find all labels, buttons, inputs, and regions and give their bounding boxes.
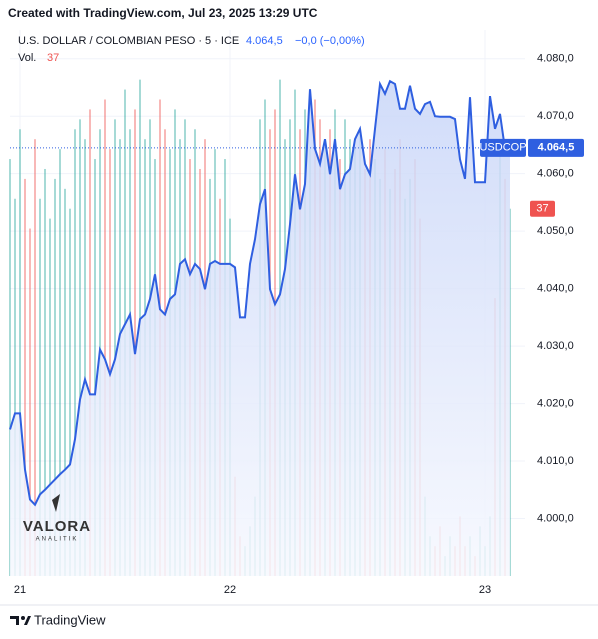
volume-tag: 37	[536, 203, 548, 215]
watermark: VALORA ANALITIK	[23, 494, 91, 543]
y-tick-label: 4.040,0	[537, 283, 574, 295]
y-tick-label: 4.000,0	[537, 512, 574, 524]
footer-brand: TradingView	[34, 612, 106, 627]
volume-bar	[89, 109, 91, 576]
y-tick-label: 4.010,0	[537, 455, 574, 467]
volume-bar	[79, 119, 81, 576]
volume-bar	[64, 188, 66, 576]
volume-bar	[39, 198, 41, 576]
volume-bar	[74, 129, 76, 577]
symbol-tag-bg	[480, 138, 526, 157]
last-price: 4.064,5	[246, 35, 283, 47]
y-tick-label: 4.030,0	[537, 340, 574, 352]
volume-bar	[54, 178, 56, 576]
watermark-icon	[52, 494, 60, 512]
symbol-tag: USDCOP	[479, 142, 526, 154]
logo-mark	[10, 616, 19, 625]
volume-bar	[19, 129, 21, 577]
volume-bar	[29, 228, 31, 576]
volume-bar	[114, 119, 116, 576]
volume-bar	[49, 218, 51, 577]
logo-dot	[21, 616, 25, 620]
volume-tag-bg	[530, 200, 555, 217]
volume-title: Vol.	[18, 52, 36, 64]
volume-bar	[104, 99, 106, 576]
chart-title: U.S. DOLLAR / COLOMBIAN PESO · 5 · ICE	[18, 35, 239, 47]
volume-bar	[69, 208, 71, 576]
volume-bar	[14, 198, 16, 576]
volume-bar	[9, 159, 11, 576]
y-tick-label: 4.070,0	[537, 110, 574, 122]
price-line	[9, 79, 511, 507]
volume-bar	[94, 159, 96, 576]
watermark-title: VALORA	[23, 518, 91, 535]
volume-bar	[24, 178, 26, 576]
watermark-subtitle: ANALITIK	[36, 537, 79, 543]
volume-bar	[84, 139, 86, 576]
volume-bar	[59, 149, 61, 577]
x-tick-label: 23	[479, 584, 491, 596]
y-tick-label: 4.020,0	[537, 397, 574, 409]
logo-slash	[24, 616, 31, 625]
price-change: −0,0 (−0,00%)	[295, 35, 365, 47]
y-tick-label: 4.060,0	[537, 168, 574, 180]
y-tick-label: 4.080,0	[537, 53, 574, 65]
credit: Created with TradingView.com, Jul 23, 20…	[8, 6, 318, 20]
x-tick-label: 22	[224, 584, 236, 596]
footer-logo	[10, 616, 31, 625]
volume-bar	[34, 139, 36, 576]
price-tag: 4.064,5	[538, 142, 575, 154]
volume-bar	[44, 168, 46, 576]
volume-bar	[134, 109, 136, 576]
volume-bar	[109, 149, 111, 577]
y-tick-label: 4.050,0	[537, 225, 574, 237]
area	[10, 81, 510, 576]
price-tag-bg	[528, 138, 584, 157]
x-tick-label: 21	[14, 584, 26, 596]
volume-last: 37	[47, 52, 59, 64]
